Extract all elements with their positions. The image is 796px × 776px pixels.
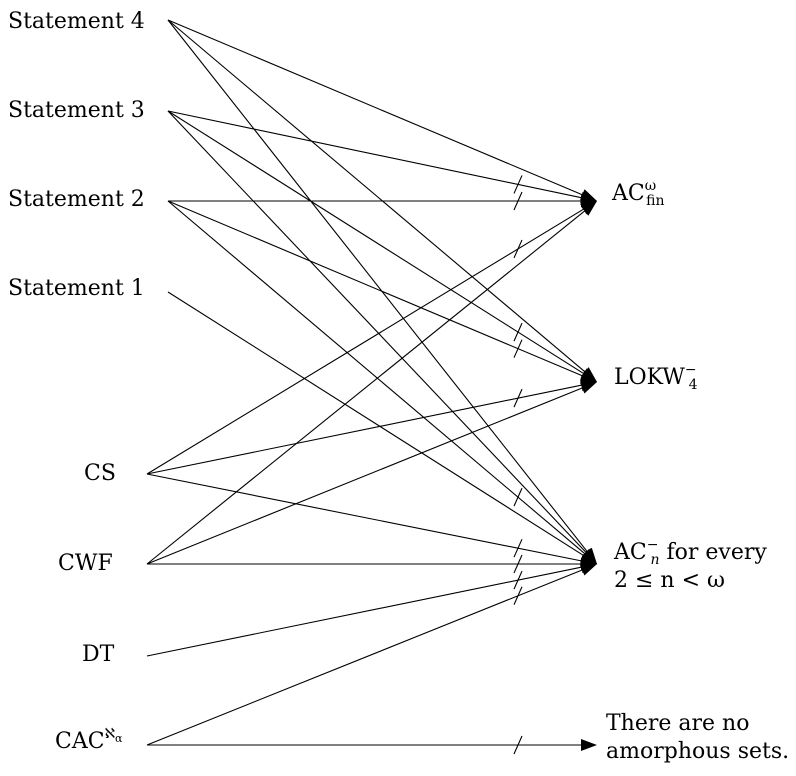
- cac-superscript: ℵα: [104, 725, 123, 745]
- negation-slash-s3-to-lokw: [513, 322, 523, 342]
- arrow-dt-to-acn: [146, 566, 582, 657]
- arrow-cwf-to-acfin: [146, 210, 585, 565]
- negation-slash-s2-to-lokw: [513, 339, 523, 358]
- negation-slash-s3-to-acfin: [513, 175, 523, 194]
- node-lokw4-minus: LOKW−4: [614, 361, 698, 394]
- node-no-amorphous-sets: There are no amorphous sets.: [606, 711, 790, 764]
- arrowhead-s2-to-lokw: [579, 370, 597, 382]
- arrow-s4-to-acn: [167, 19, 588, 552]
- negation-slash-s2-to-acn: [513, 487, 523, 507]
- arrow-s4-to-lokw: [167, 19, 586, 373]
- node-statement-4: Statement 4: [8, 9, 145, 34]
- arrow-s1-to-acn: [167, 291, 584, 556]
- arrow-s2-to-acn: [167, 200, 586, 555]
- negation-slash-dt-to-acn: [513, 570, 523, 590]
- negation-slash-cs-to-acfin: [513, 239, 523, 259]
- arrow-s4-to-acfin: [167, 19, 583, 196]
- node-statement-2: Statement 2: [8, 187, 145, 212]
- arrowhead-cwf-to-lokw: [579, 382, 597, 394]
- node-dt: DT: [82, 642, 115, 667]
- negation-slash-cs-to-lokw: [513, 388, 523, 408]
- negation-slash-cac-to-amorph: [513, 735, 523, 755]
- arrow-s3-to-lokw: [167, 110, 584, 374]
- node-statement-3: Statement 3: [8, 98, 145, 123]
- negation-slash-cs-to-acn: [513, 538, 523, 558]
- node-ac-fin: ACωfin: [612, 177, 665, 210]
- arrow-cwf-to-lokw: [146, 387, 583, 565]
- cac-base: CAC: [55, 729, 105, 754]
- node-cs: CS: [84, 461, 116, 486]
- node-cac-aleph-alpha: CACℵα: [55, 727, 122, 754]
- node-cwf: CWF: [58, 551, 113, 576]
- negation-slash-cwf-to-acn: [513, 554, 523, 574]
- arrow-cs-to-acn: [146, 473, 582, 562]
- negation-slash-s2-to-acfin: [513, 191, 523, 211]
- arrowhead-cac-to-acn: [579, 564, 597, 576]
- arrow-s3-to-acfin: [167, 110, 582, 199]
- node-statement-1: Statement 1: [8, 276, 145, 301]
- arrow-cac-to-acn: [146, 569, 583, 746]
- arrow-cs-to-acfin: [146, 208, 584, 475]
- arrow-s2-to-lokw: [167, 200, 583, 377]
- node-ac-n-minus: AC−n for every 2 ≤ n < ω: [614, 536, 767, 593]
- arrowhead-cwf-to-acfin: [580, 201, 597, 216]
- negation-slash-cac-to-acn: [513, 586, 523, 605]
- arrowhead-cac-to-amorph: [581, 739, 597, 751]
- ac-n-range: 2 ≤ n < ω: [614, 568, 725, 593]
- arrow-s3-to-acn: [167, 110, 587, 553]
- arrow-cs-to-lokw: [146, 384, 582, 475]
